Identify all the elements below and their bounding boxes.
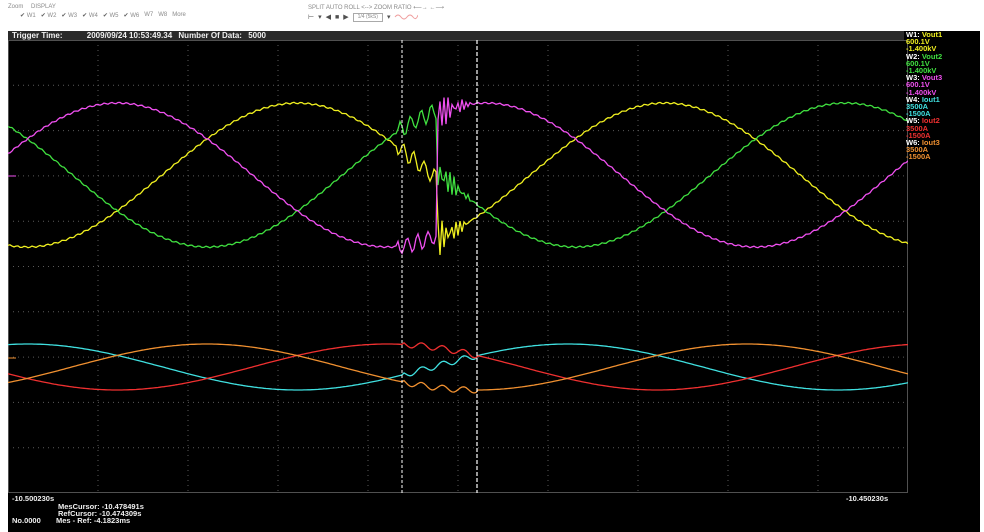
legend-channel-4: W4: Iout1 3500A -1500A: [906, 96, 980, 118]
dropdown-arrow-icon[interactable]: ▾: [318, 14, 322, 21]
check-icon: ✔: [61, 13, 67, 19]
legend-signal-name: Vout2: [921, 51, 943, 61]
channel-label: W7: [144, 12, 154, 18]
channel-checkbox-w7[interactable]: W7: [144, 12, 153, 19]
trace-iout2: [8, 341, 908, 391]
trace-iout3: [8, 343, 908, 394]
next-icon[interactable]: ▶: [343, 14, 349, 21]
zoom-ratio-select[interactable]: 1/4 (5kS): [352, 12, 383, 22]
split-button[interactable]: SPLIT: [308, 5, 325, 11]
legend-min-value: -1.400kV: [906, 66, 937, 76]
check-icon: ✔: [102, 13, 108, 19]
time-start-label: -10.500230s: [12, 494, 55, 503]
stop-icon[interactable]: ■: [335, 13, 340, 21]
waveform-traces: [8, 97, 908, 394]
trace-vout2: [8, 101, 908, 249]
legend-channel-name: W2:: [906, 51, 922, 61]
auto-button[interactable]: AUTO: [325, 5, 343, 11]
legend-signal-name: Vout3: [921, 73, 943, 83]
legend-channel-6: W6: Iout3 3500A -1500A: [906, 139, 980, 161]
first-page-icon[interactable]: ⊢: [308, 14, 315, 21]
time-end-label: -10.450230s: [846, 494, 889, 503]
legend-min-value: -1.400kV: [906, 87, 937, 97]
channel-checkboxes: ✔ W1 ✔ W2 ✔ W3 ✔ W4 ✔ W5 ✔ W6 W7 W8 More: [20, 12, 186, 19]
trigger-time: 2009/09/24 10:53:49.34: [86, 31, 173, 40]
legend-max-value: 3500A: [906, 102, 929, 112]
legend-signal-name: Vout1: [921, 30, 943, 39]
channel-checkbox-w6[interactable]: ✔ W6: [124, 12, 140, 19]
channel-checkbox-w2[interactable]: ✔ W2: [41, 12, 57, 19]
trigger-label: Trigger Time:: [12, 31, 63, 40]
channel-label: W3: [68, 13, 78, 19]
channel-label: W6: [130, 13, 140, 19]
channel-label: W8: [158, 12, 168, 18]
legend-min-value: -1500A: [906, 152, 931, 162]
trigger-info-bar: Trigger Time: 2009/09/24 10:53:49.34 Num…: [8, 31, 904, 40]
legend-signal-name: Iout2: [921, 116, 940, 126]
legend-signal-name: Iout1: [921, 94, 940, 104]
legend-max-value: 3500A: [906, 145, 929, 155]
legend-max-value: 600.1V: [906, 80, 930, 90]
expand-arrows-icon[interactable]: ⟵→ ←⟶: [413, 5, 445, 11]
legend-min-value: -1500A: [906, 109, 931, 119]
prev-icon[interactable]: ◀: [325, 14, 332, 21]
legend-max-value: 3500A: [906, 123, 929, 133]
channel-checkbox-w4[interactable]: ✔ W4: [82, 12, 98, 19]
toolbar-row-top: Zoom DISPLAY: [8, 4, 62, 10]
plot-border: [8, 40, 908, 493]
check-icon: ✔: [123, 13, 129, 19]
trace-vout3: [8, 97, 908, 255]
channel-label: W1: [26, 13, 36, 19]
legend-channel-3: W3: Vout3 600.1V -1.400kV: [906, 74, 980, 96]
zoom-label[interactable]: Zoom: [8, 4, 24, 10]
legend-channel-2: W2: Vout2 600.1V -1.400kV: [906, 51, 980, 76]
plot-grid: [8, 40, 908, 493]
zoom-arrows-icon: <-->: [361, 5, 373, 11]
channel-legend: W1: Vout1 600.1V -1.400kV W2: Vout2 600.1V…: [906, 31, 980, 161]
legend-channel-name: W1:: [906, 30, 922, 39]
trace-vout1: [8, 101, 908, 256]
legend-channel-name: W6:: [906, 138, 922, 148]
waveform-plot[interactable]: [8, 40, 908, 493]
toolbar: Zoom DISPLAY ✔ W1 ✔ W2 ✔ W3 ✔ W4 ✔ W5 ✔ …: [0, 0, 984, 30]
toolbar-playback-row: ⊢ ▾ ◀ ■ ▶ 1/4 (5kS) ▾: [308, 12, 419, 22]
channel-checkbox-w3[interactable]: ✔ W3: [61, 12, 77, 19]
legend-min-value: -1500A: [906, 130, 931, 140]
channel-checkbox-w1[interactable]: ✔ W1: [20, 12, 36, 19]
cursor-lines: [8, 40, 478, 493]
channel-label: W2: [47, 13, 57, 19]
legend-channel-5: W5: Iout2 3500A -1500A: [906, 117, 980, 139]
scope-display: Trigger Time: 2009/09/24 10:53:49.34 Num…: [8, 31, 980, 532]
channel-label: W4: [88, 13, 98, 19]
record-number: No.0000: [12, 516, 41, 525]
legend-channel-1: W1: Vout1 600.1V -1.400kV: [906, 31, 980, 53]
data-count-label: Number Of Data:: [178, 31, 242, 40]
trace-iout1: [8, 343, 908, 391]
data-count: 5000: [248, 31, 266, 40]
zoom-ratio-label: ZOOM RATIO: [373, 5, 412, 11]
legend-channel-name: W4:: [906, 94, 922, 104]
channel-checkbox-w5[interactable]: ✔ W5: [103, 12, 119, 19]
toolbar-mode-row: SPLIT AUTO ROLL <--> ZOOM RATIO ⟵→ ←⟶: [308, 4, 444, 11]
mes-ref-delta: Mes - Ref: -4.1823ms: [56, 516, 131, 525]
legend-max-value: 600.1V: [906, 58, 930, 68]
check-icon: ✔: [82, 13, 88, 19]
legend-signal-name: Iout3: [921, 138, 940, 148]
check-icon: ✔: [20, 13, 26, 19]
status-footer: -10.500230s -10.450230s MesCursor: -10.4…: [8, 495, 980, 532]
roll-button[interactable]: ROLL: [344, 5, 360, 11]
legend-channel-name: W5:: [906, 116, 922, 126]
mes-cursor-readout: MesCursor: -10.478491s: [58, 502, 144, 511]
channel-label: W5: [109, 13, 119, 19]
more-button[interactable]: More: [172, 12, 186, 18]
select-arrow-icon[interactable]: ▾: [386, 14, 391, 21]
display-label[interactable]: DISPLAY: [31, 4, 56, 10]
legend-channel-name: W3:: [906, 73, 922, 83]
ref-cursor-readout: RefCursor: -10.474309s: [58, 509, 142, 518]
legend-min-value: -1.400kV: [906, 44, 937, 54]
check-icon: ✔: [40, 13, 46, 19]
legend-max-value: 600.1V: [906, 37, 930, 47]
waveform-preview-icon: [395, 14, 419, 20]
channel-checkbox-w8[interactable]: W8: [158, 12, 167, 19]
